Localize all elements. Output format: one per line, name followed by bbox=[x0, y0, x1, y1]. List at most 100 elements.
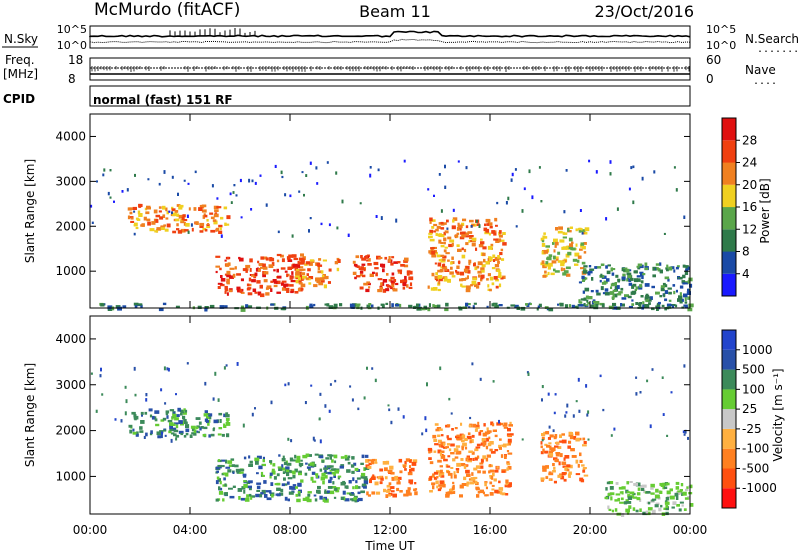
data-cell bbox=[494, 256, 500, 261]
data-cell bbox=[248, 480, 253, 483]
data-cell bbox=[128, 216, 134, 219]
data-cell bbox=[577, 255, 582, 259]
data-cell bbox=[564, 232, 568, 235]
data-cell bbox=[661, 376, 664, 379]
data-cell bbox=[228, 487, 233, 490]
data-cell bbox=[169, 409, 175, 412]
data-cell bbox=[538, 166, 541, 169]
data-cell bbox=[284, 496, 288, 501]
data-cell bbox=[502, 424, 508, 427]
data-cell bbox=[341, 199, 344, 204]
data-cell bbox=[154, 416, 157, 420]
data-cell bbox=[553, 256, 559, 260]
data-cell bbox=[608, 481, 614, 485]
data-cell bbox=[579, 452, 582, 457]
data-cell bbox=[213, 205, 219, 210]
data-cell bbox=[259, 284, 263, 289]
data-cell bbox=[561, 439, 567, 444]
data-cell bbox=[126, 188, 129, 192]
data-cell bbox=[155, 219, 159, 223]
data-cell bbox=[389, 465, 394, 470]
data-cell bbox=[494, 489, 499, 494]
data-cell bbox=[282, 455, 285, 460]
data-cell bbox=[429, 220, 432, 224]
data-cell bbox=[488, 430, 492, 433]
data-cell bbox=[624, 294, 629, 297]
data-cell bbox=[499, 438, 502, 441]
data-cell bbox=[132, 431, 137, 435]
data-cell bbox=[665, 511, 669, 516]
data-cell bbox=[445, 302, 449, 307]
data-cell bbox=[439, 452, 442, 457]
data-cell bbox=[359, 273, 363, 277]
data-cell bbox=[541, 240, 545, 243]
data-cell bbox=[226, 274, 231, 278]
data-cell bbox=[254, 457, 260, 462]
data-cell bbox=[226, 280, 230, 285]
data-cell bbox=[278, 454, 281, 457]
data-cell bbox=[416, 307, 421, 311]
data-cell bbox=[129, 429, 133, 434]
data-cell bbox=[627, 295, 632, 299]
data-cell bbox=[235, 194, 238, 197]
data-cell bbox=[382, 461, 387, 465]
data-cell bbox=[610, 283, 615, 287]
data-cell bbox=[506, 461, 510, 465]
data-cell bbox=[687, 436, 689, 440]
data-cell bbox=[619, 501, 624, 504]
data-cell bbox=[446, 470, 451, 474]
data-cell bbox=[397, 476, 402, 480]
data-cell bbox=[308, 467, 311, 471]
data-cell bbox=[409, 270, 413, 275]
data-cell bbox=[559, 302, 564, 307]
data-cell bbox=[484, 231, 489, 235]
data-cell bbox=[176, 228, 180, 231]
data-cell bbox=[498, 283, 502, 288]
data-cell bbox=[295, 279, 299, 284]
data-cell bbox=[448, 397, 451, 401]
data-cell bbox=[133, 366, 136, 371]
data-cell bbox=[226, 270, 231, 275]
data-cell bbox=[159, 216, 164, 220]
data-cell bbox=[256, 455, 262, 459]
data-cell bbox=[163, 429, 167, 432]
data-cell bbox=[614, 499, 618, 502]
data-cell bbox=[334, 487, 338, 491]
data-cell bbox=[387, 469, 393, 473]
data-cell bbox=[579, 459, 583, 463]
data-cell bbox=[548, 262, 553, 267]
data-cell bbox=[582, 467, 586, 470]
data-cell bbox=[224, 290, 227, 294]
data-cell bbox=[296, 455, 301, 460]
data-cell bbox=[479, 465, 484, 469]
data-cell bbox=[507, 452, 513, 455]
data-cell bbox=[446, 219, 449, 223]
data-cell bbox=[510, 178, 513, 182]
data-cell bbox=[659, 262, 662, 266]
data-cell bbox=[548, 442, 552, 445]
data-cell bbox=[683, 215, 686, 219]
data-cell bbox=[308, 262, 313, 266]
y-tick-label: 4000 bbox=[55, 129, 86, 143]
data-cell bbox=[304, 401, 307, 405]
data-cell bbox=[628, 187, 631, 191]
data-cell bbox=[254, 407, 256, 410]
data-cell bbox=[406, 270, 411, 273]
data-cell bbox=[361, 483, 367, 487]
data-cell bbox=[453, 474, 457, 479]
data-cell bbox=[675, 496, 679, 500]
data-cell bbox=[580, 243, 583, 248]
data-cell bbox=[661, 288, 665, 291]
data-cell bbox=[491, 303, 495, 307]
data-cell bbox=[507, 435, 512, 438]
data-cell bbox=[485, 261, 490, 265]
data-cell bbox=[565, 468, 570, 472]
data-cell bbox=[505, 493, 509, 496]
data-cell bbox=[461, 439, 465, 443]
data-cell bbox=[130, 217, 134, 220]
data-cell bbox=[440, 454, 446, 459]
data-cell bbox=[291, 234, 294, 238]
data-cell bbox=[612, 294, 615, 298]
data-cell bbox=[146, 205, 151, 210]
data-cell bbox=[337, 476, 340, 480]
